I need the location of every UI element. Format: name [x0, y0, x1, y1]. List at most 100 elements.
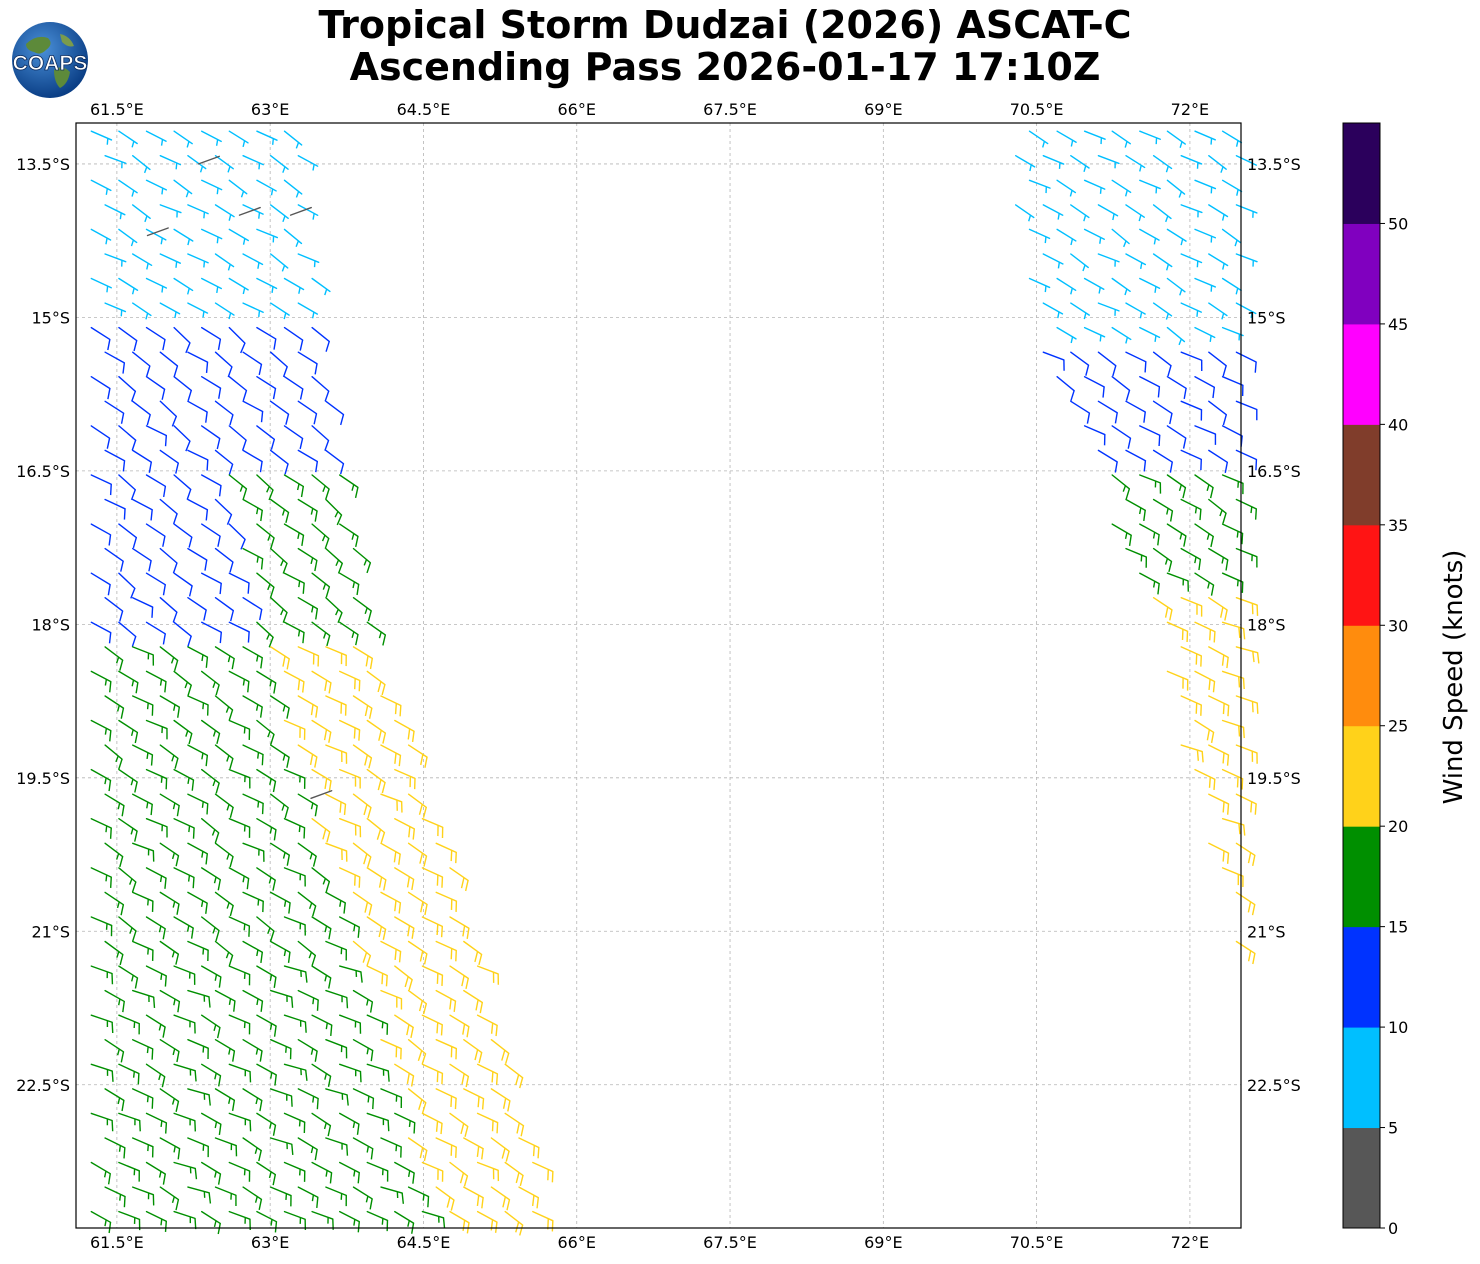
barb-staff	[118, 376, 137, 393]
wind-barb	[394, 768, 416, 790]
barb-half-flag	[257, 262, 260, 269]
barb-staff	[90, 867, 112, 878]
barb-staff	[394, 1014, 414, 1029]
wind-barb	[270, 646, 290, 670]
barb-half-flag	[1237, 481, 1240, 488]
wind-barb	[449, 1063, 470, 1088]
wind-barb	[1208, 351, 1227, 377]
barb-staff	[131, 793, 153, 806]
barb-staff	[270, 1088, 293, 1097]
barb-staff	[145, 1063, 166, 1078]
wind-barb	[90, 376, 111, 400]
barb-flag	[357, 1172, 360, 1184]
wind-barb	[214, 400, 234, 426]
wind-barb	[325, 547, 343, 574]
wind-barb	[325, 400, 345, 426]
barb-staff	[214, 989, 236, 1002]
barb-flag	[229, 414, 234, 426]
wind-barb	[283, 572, 305, 594]
barb-flag	[1070, 390, 1075, 402]
barb-staff	[173, 719, 193, 735]
barb-half-flag	[267, 730, 271, 738]
barb-flag	[217, 879, 221, 891]
barb-staff	[90, 719, 112, 732]
lon-tick-bottom: 61.5°E	[90, 1233, 144, 1252]
barb-flag	[193, 974, 196, 985]
barb-half-flag	[341, 1143, 343, 1150]
barb-staff	[173, 1063, 196, 1072]
wind-barb	[187, 547, 208, 571]
barb-staff	[200, 670, 220, 686]
barb-staff	[339, 474, 359, 489]
barb-staff	[256, 1161, 276, 1176]
wind-barb	[187, 1137, 209, 1158]
wind-barb	[1235, 253, 1258, 267]
wind-barb	[325, 793, 347, 815]
wind-barb	[1194, 523, 1214, 548]
wind-barb	[200, 474, 222, 497]
barb-half-flag	[160, 139, 164, 146]
barb-half-flag	[213, 1220, 217, 1228]
barb-flag	[378, 876, 383, 888]
barb-flag	[327, 1125, 332, 1137]
barb-staff	[421, 1063, 444, 1075]
map-frame	[75, 122, 1242, 1229]
barb-flag	[282, 612, 288, 623]
wind-barb	[1194, 474, 1214, 499]
barb-flag	[360, 971, 363, 983]
wind-barb	[1221, 326, 1244, 341]
barb-flag	[324, 440, 330, 451]
barb-flag	[290, 1095, 293, 1107]
wind-barb	[1235, 351, 1257, 373]
barb-flag	[119, 856, 124, 868]
wind-barb	[228, 867, 250, 890]
wind-barb	[228, 425, 247, 451]
barb-flag	[120, 1051, 125, 1063]
barb-staff	[449, 1161, 469, 1177]
wind-barb	[1028, 277, 1051, 293]
barb-half-flag	[1210, 285, 1213, 292]
barb-staff	[104, 351, 126, 364]
barb-staff	[366, 768, 386, 784]
wind-barb	[407, 891, 428, 916]
wind-barb	[270, 253, 289, 272]
wind-barb	[159, 1088, 180, 1112]
barb-flag	[134, 977, 139, 989]
wind-barb	[200, 1063, 222, 1087]
barb-flag	[134, 732, 139, 744]
barb-staff	[297, 547, 318, 562]
wind-barb	[173, 572, 193, 597]
barb-half-flag	[230, 1193, 232, 1200]
barb-flag	[474, 1049, 479, 1061]
barb-staff	[1180, 646, 1202, 657]
barb-half-flag	[282, 852, 286, 859]
barb-half-flag	[144, 215, 148, 223]
barb-flag	[248, 1023, 251, 1035]
barb-flag	[302, 632, 305, 644]
barb-half-flag	[312, 213, 315, 220]
barb-flag	[1247, 852, 1252, 864]
barb-half-flag	[270, 1219, 273, 1226]
barb-staff	[242, 449, 263, 463]
colorbar-bin	[1343, 1127, 1380, 1229]
barb-staff	[1139, 474, 1162, 484]
wind-barb	[145, 1112, 168, 1134]
barb-staff	[352, 646, 373, 660]
barb-half-flag	[1235, 288, 1239, 295]
wind-barb	[380, 842, 401, 865]
wind-barb	[173, 179, 193, 198]
wind-barb	[311, 768, 332, 792]
barb-staff	[449, 1112, 469, 1128]
barb-staff	[394, 1112, 416, 1124]
barb-staff	[407, 989, 428, 1005]
barb-flag	[346, 1094, 349, 1106]
wind-barb	[1221, 621, 1246, 640]
barb-flag	[205, 656, 209, 668]
wind-barb	[1180, 744, 1204, 763]
barb-staff	[90, 572, 111, 586]
wind-barb	[187, 597, 207, 621]
barb-staff	[242, 744, 264, 756]
barb-staff	[214, 1038, 236, 1052]
wind-barb	[490, 1186, 511, 1211]
barb-half-flag	[1124, 189, 1128, 197]
